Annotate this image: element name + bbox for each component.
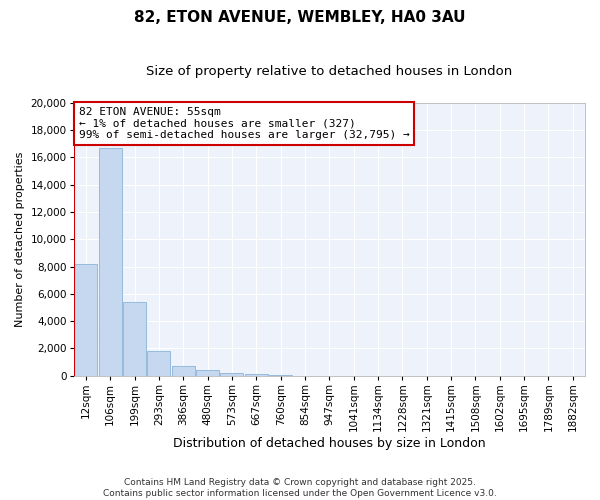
Bar	[123, 302, 146, 376]
Text: Contains HM Land Registry data © Crown copyright and database right 2025.
Contai: Contains HM Land Registry data © Crown c…	[103, 478, 497, 498]
Bar	[245, 374, 268, 376]
Bar	[269, 375, 292, 376]
Text: 82 ETON AVENUE: 55sqm
← 1% of detached houses are smaller (327)
99% of semi-deta: 82 ETON AVENUE: 55sqm ← 1% of detached h…	[79, 107, 409, 140]
Bar	[98, 148, 122, 376]
Bar	[74, 264, 97, 376]
Bar	[196, 370, 219, 376]
X-axis label: Distribution of detached houses by size in London: Distribution of detached houses by size …	[173, 437, 485, 450]
Text: 82, ETON AVENUE, WEMBLEY, HA0 3AU: 82, ETON AVENUE, WEMBLEY, HA0 3AU	[134, 10, 466, 25]
Y-axis label: Number of detached properties: Number of detached properties	[15, 152, 25, 327]
Bar	[172, 366, 195, 376]
Bar	[147, 350, 170, 376]
Title: Size of property relative to detached houses in London: Size of property relative to detached ho…	[146, 65, 512, 78]
Bar	[220, 372, 244, 376]
